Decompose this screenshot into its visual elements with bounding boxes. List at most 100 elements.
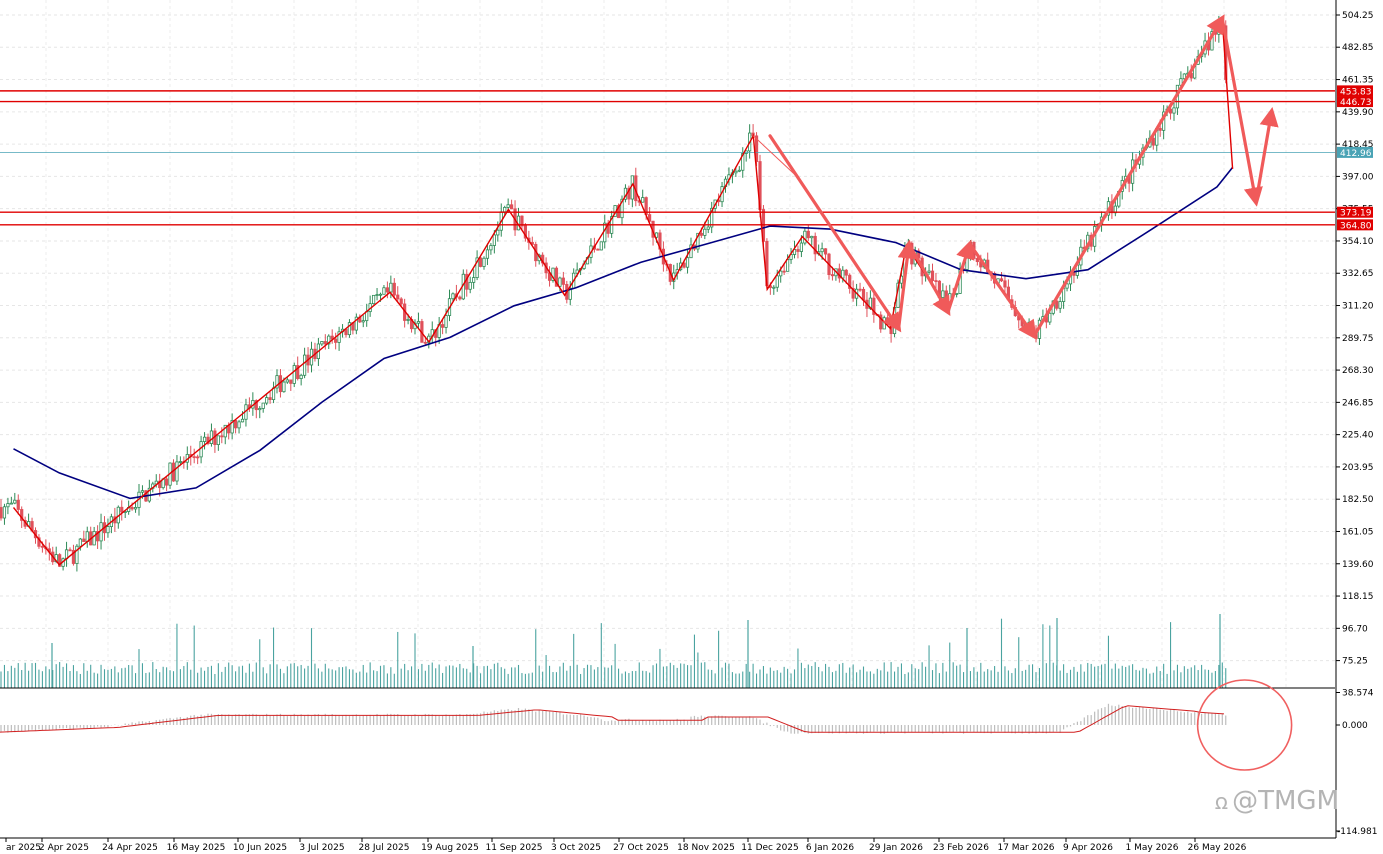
price-tag-label: 453.83 bbox=[1340, 87, 1372, 97]
candle-body bbox=[506, 204, 510, 208]
candle-body bbox=[851, 288, 855, 299]
candle-body bbox=[496, 229, 500, 236]
price-tag-box bbox=[1337, 206, 1373, 218]
price-tag-box bbox=[1337, 85, 1373, 97]
candle-body bbox=[396, 294, 400, 300]
candle-body bbox=[975, 258, 979, 263]
price-tick-label: 311.20 bbox=[1342, 302, 1374, 312]
price-tag-box bbox=[1337, 96, 1373, 108]
candle-body bbox=[561, 277, 565, 285]
candle-body bbox=[706, 226, 710, 230]
candle-body bbox=[78, 538, 82, 547]
candle-body bbox=[268, 397, 272, 401]
candle-body bbox=[468, 281, 472, 290]
price-tick-label: 504.25 bbox=[1342, 11, 1374, 21]
candle-body bbox=[233, 420, 238, 429]
candle-body bbox=[0, 507, 3, 519]
candle-body bbox=[323, 341, 327, 345]
volume-bars bbox=[0, 614, 1227, 688]
date-label: 3 Jul 2025 bbox=[299, 843, 344, 853]
candle-body bbox=[782, 270, 786, 273]
candle-body bbox=[523, 225, 528, 239]
candle-body bbox=[237, 421, 241, 429]
horizontal-levels[interactable] bbox=[0, 90, 1335, 226]
candle-body bbox=[575, 269, 579, 274]
candle-body bbox=[334, 338, 338, 343]
candle-body bbox=[458, 296, 462, 300]
price-tick-label: 203.95 bbox=[1342, 463, 1374, 473]
candle-body bbox=[599, 241, 603, 251]
candle-body bbox=[861, 288, 866, 301]
candle-body bbox=[775, 275, 779, 288]
candle-body bbox=[261, 402, 265, 409]
candles bbox=[0, 15, 1228, 572]
price-tick-label: 289.75 bbox=[1342, 334, 1374, 344]
candle-body bbox=[841, 269, 845, 279]
candle-body bbox=[1172, 107, 1176, 114]
candle-body bbox=[796, 249, 800, 252]
price-tick-label: 461.35 bbox=[1342, 76, 1374, 86]
candle-body bbox=[820, 248, 824, 253]
candle-body bbox=[685, 257, 690, 268]
price-tag-label: 412.96 bbox=[1340, 149, 1372, 159]
candle-body bbox=[554, 267, 559, 287]
candle-body bbox=[1055, 300, 1059, 309]
candle-body bbox=[175, 461, 179, 482]
candle-body bbox=[810, 235, 814, 239]
candle-body bbox=[803, 230, 807, 244]
candle-body bbox=[699, 232, 703, 236]
candle-body bbox=[710, 207, 714, 228]
candle-body bbox=[337, 331, 341, 343]
price-tick-label: 161.05 bbox=[1342, 527, 1374, 537]
candle-body bbox=[930, 270, 935, 281]
candle-body bbox=[361, 320, 365, 323]
candle-body bbox=[240, 418, 245, 423]
projection-arrow bbox=[896, 239, 917, 330]
candle-body bbox=[848, 274, 852, 289]
date-label: 9 Apr 2026 bbox=[1063, 843, 1113, 853]
candle-body bbox=[806, 230, 810, 239]
candle-body bbox=[299, 374, 303, 379]
zigzag-line bbox=[12, 16, 1234, 566]
price-tag-label: 364.80 bbox=[1340, 221, 1372, 231]
candle-body bbox=[164, 478, 169, 486]
price-tick-label: 75.25 bbox=[1342, 657, 1368, 667]
indicator-tick-label: 38.574 bbox=[1342, 689, 1374, 699]
projection-arrow bbox=[1032, 14, 1225, 338]
date-label: 3 Oct 2025 bbox=[551, 843, 601, 853]
candle-body bbox=[196, 456, 200, 459]
candle-body bbox=[551, 267, 555, 281]
candle-body bbox=[133, 507, 138, 510]
candle-body bbox=[40, 545, 45, 548]
projection-arrows bbox=[752, 14, 1279, 340]
candle-body bbox=[382, 287, 386, 295]
candle-body bbox=[82, 538, 86, 543]
candle-body bbox=[1058, 301, 1062, 309]
candle-body bbox=[20, 509, 24, 521]
candle-body bbox=[289, 379, 293, 384]
candle-body bbox=[16, 499, 20, 510]
candle-body bbox=[130, 507, 134, 510]
date-label: 27 Oct 2025 bbox=[613, 843, 669, 853]
candle-body bbox=[509, 204, 514, 210]
candle-body bbox=[648, 214, 652, 222]
candle-body bbox=[327, 335, 331, 345]
candle-body bbox=[872, 297, 876, 315]
candle-body bbox=[823, 248, 828, 255]
date-label: 6 Jan 2026 bbox=[806, 843, 854, 853]
date-label: 28 Jul 2025 bbox=[359, 843, 410, 853]
price-tick-label: 96.70 bbox=[1342, 624, 1368, 634]
candle-body bbox=[955, 293, 959, 295]
candle-body bbox=[302, 354, 307, 376]
projection-arrow bbox=[907, 242, 951, 317]
candle-body bbox=[9, 502, 13, 505]
candle-body bbox=[285, 379, 289, 383]
candle-body bbox=[275, 375, 279, 389]
candle-body bbox=[1168, 108, 1173, 114]
candle-body bbox=[1158, 128, 1162, 131]
candle-body bbox=[944, 290, 948, 304]
moving-average-line bbox=[13, 166, 1234, 500]
candle-body bbox=[13, 499, 17, 504]
